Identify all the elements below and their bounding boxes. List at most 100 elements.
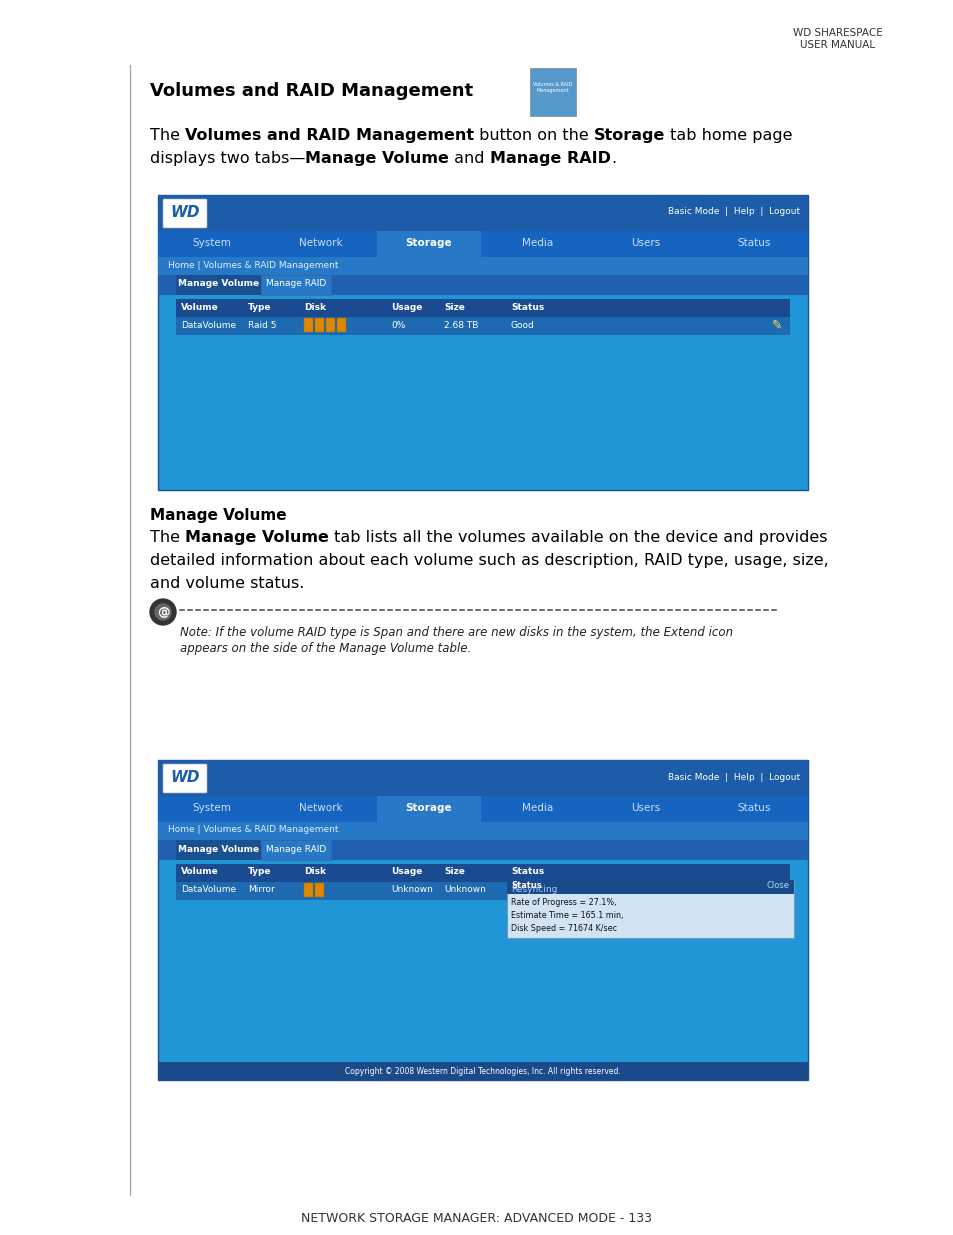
- Text: Users: Users: [630, 803, 659, 813]
- Text: NETWORK STORAGE MANAGER: ADVANCED MODE - 133: NETWORK STORAGE MANAGER: ADVANCED MODE -…: [301, 1212, 652, 1225]
- Text: The: The: [150, 128, 185, 143]
- Text: Manage Volume: Manage Volume: [305, 151, 449, 165]
- Text: Volumes & RAID
Management: Volumes & RAID Management: [533, 82, 572, 93]
- Text: Unknown: Unknown: [443, 885, 485, 894]
- Text: Good: Good: [511, 321, 535, 330]
- Text: System: System: [193, 803, 232, 813]
- Text: Network: Network: [298, 803, 342, 813]
- Text: WD: WD: [170, 769, 199, 785]
- Text: and volume status.: and volume status.: [150, 576, 304, 592]
- Text: tab lists all the volumes available on the device and provides: tab lists all the volumes available on t…: [329, 530, 826, 545]
- Text: Status: Status: [511, 303, 543, 311]
- Text: Size: Size: [443, 303, 464, 311]
- Text: @: @: [156, 605, 169, 619]
- Text: Media: Media: [521, 803, 552, 813]
- Bar: [158, 840, 807, 860]
- Text: Unknown: Unknown: [391, 885, 433, 894]
- Text: Manage RAID: Manage RAID: [266, 279, 326, 289]
- Text: Note: If the volume RAID type is Span and there are new disks in the system, the: Note: If the volume RAID type is Span an…: [180, 626, 732, 638]
- Bar: [506, 881, 793, 894]
- Text: Manage RAID: Manage RAID: [489, 151, 610, 165]
- Text: Disk Speed = 71674 K/sec: Disk Speed = 71674 K/sec: [511, 924, 617, 932]
- Text: Status: Status: [511, 867, 543, 877]
- Bar: [314, 317, 324, 332]
- Bar: [158, 275, 807, 295]
- Text: Usage: Usage: [391, 867, 422, 877]
- Text: DataVolume: DataVolume: [181, 885, 236, 894]
- Text: WD: WD: [170, 205, 199, 220]
- Text: Storage: Storage: [405, 803, 452, 813]
- Text: displays two tabs—: displays two tabs—: [150, 151, 305, 165]
- Text: Raid 5: Raid 5: [248, 321, 276, 330]
- FancyBboxPatch shape: [163, 764, 207, 793]
- Text: .: .: [610, 151, 616, 165]
- Text: Basic Mode  |  Help  |  Logout: Basic Mode | Help | Logout: [667, 773, 800, 782]
- Bar: [304, 883, 313, 897]
- Bar: [506, 881, 793, 939]
- Bar: [304, 317, 313, 332]
- Text: Manage RAID: Manage RAID: [266, 845, 326, 853]
- Bar: [314, 883, 324, 897]
- Text: The: The: [150, 530, 185, 545]
- Text: Home | Volumes & RAID Management: Home | Volumes & RAID Management: [168, 825, 338, 835]
- Text: ✎: ✎: [771, 319, 781, 331]
- Text: Network: Network: [298, 238, 342, 248]
- Text: Volumes and RAID Management: Volumes and RAID Management: [185, 128, 474, 143]
- Text: Home | Volumes & RAID Management: Home | Volumes & RAID Management: [168, 261, 338, 269]
- Text: Media: Media: [521, 238, 552, 248]
- Bar: [158, 257, 807, 275]
- Circle shape: [150, 599, 175, 625]
- Text: detailed information about each volume such as description, RAID type, usage, si: detailed information about each volume s…: [150, 553, 828, 568]
- Text: Users: Users: [630, 238, 659, 248]
- Text: Manage Volume: Manage Volume: [178, 845, 259, 853]
- Text: Disk: Disk: [304, 867, 326, 877]
- Text: Storage: Storage: [594, 128, 665, 143]
- Text: tab home page: tab home page: [665, 128, 792, 143]
- Bar: [158, 760, 807, 1079]
- Text: Size: Size: [443, 867, 464, 877]
- Text: USER MANUAL: USER MANUAL: [800, 40, 875, 49]
- Text: Type: Type: [248, 303, 272, 311]
- Bar: [175, 317, 789, 335]
- Text: Status: Status: [511, 882, 541, 890]
- Text: and: and: [449, 151, 489, 165]
- Text: Manage Volume: Manage Volume: [178, 279, 259, 289]
- Text: Disk: Disk: [304, 303, 326, 311]
- Bar: [175, 275, 261, 295]
- Bar: [158, 760, 807, 797]
- Bar: [175, 864, 789, 882]
- Bar: [158, 231, 807, 257]
- Text: Manage Volume: Manage Volume: [185, 530, 329, 545]
- Text: WD SHARESPACE: WD SHARESPACE: [792, 28, 882, 38]
- Text: Status: Status: [737, 803, 770, 813]
- Text: 0%: 0%: [391, 321, 405, 330]
- Circle shape: [154, 604, 171, 620]
- Bar: [326, 317, 335, 332]
- FancyBboxPatch shape: [163, 199, 207, 228]
- Text: button on the: button on the: [474, 128, 594, 143]
- Bar: [158, 195, 807, 490]
- Bar: [530, 68, 576, 116]
- Bar: [175, 840, 261, 860]
- Text: Usage: Usage: [391, 303, 422, 311]
- Text: Rate of Progress = 27.1%,: Rate of Progress = 27.1%,: [511, 898, 616, 906]
- Bar: [158, 1062, 807, 1079]
- Text: Manage Volume: Manage Volume: [150, 508, 286, 522]
- Bar: [336, 317, 346, 332]
- Bar: [158, 195, 807, 231]
- Bar: [175, 882, 789, 900]
- Text: 2.68 TB: 2.68 TB: [443, 321, 477, 330]
- Bar: [158, 797, 807, 823]
- Text: System: System: [193, 238, 232, 248]
- Bar: [158, 823, 807, 840]
- Text: Basic Mode  |  Help  |  Logout: Basic Mode | Help | Logout: [667, 207, 800, 216]
- Bar: [261, 275, 331, 295]
- Text: Resyncing: Resyncing: [511, 885, 557, 894]
- Bar: [175, 299, 789, 317]
- Bar: [376, 797, 480, 823]
- Text: Close: Close: [766, 882, 789, 890]
- Text: Type: Type: [248, 867, 272, 877]
- Bar: [261, 840, 331, 860]
- Bar: [376, 231, 480, 257]
- Text: Volumes and RAID Management: Volumes and RAID Management: [150, 82, 473, 100]
